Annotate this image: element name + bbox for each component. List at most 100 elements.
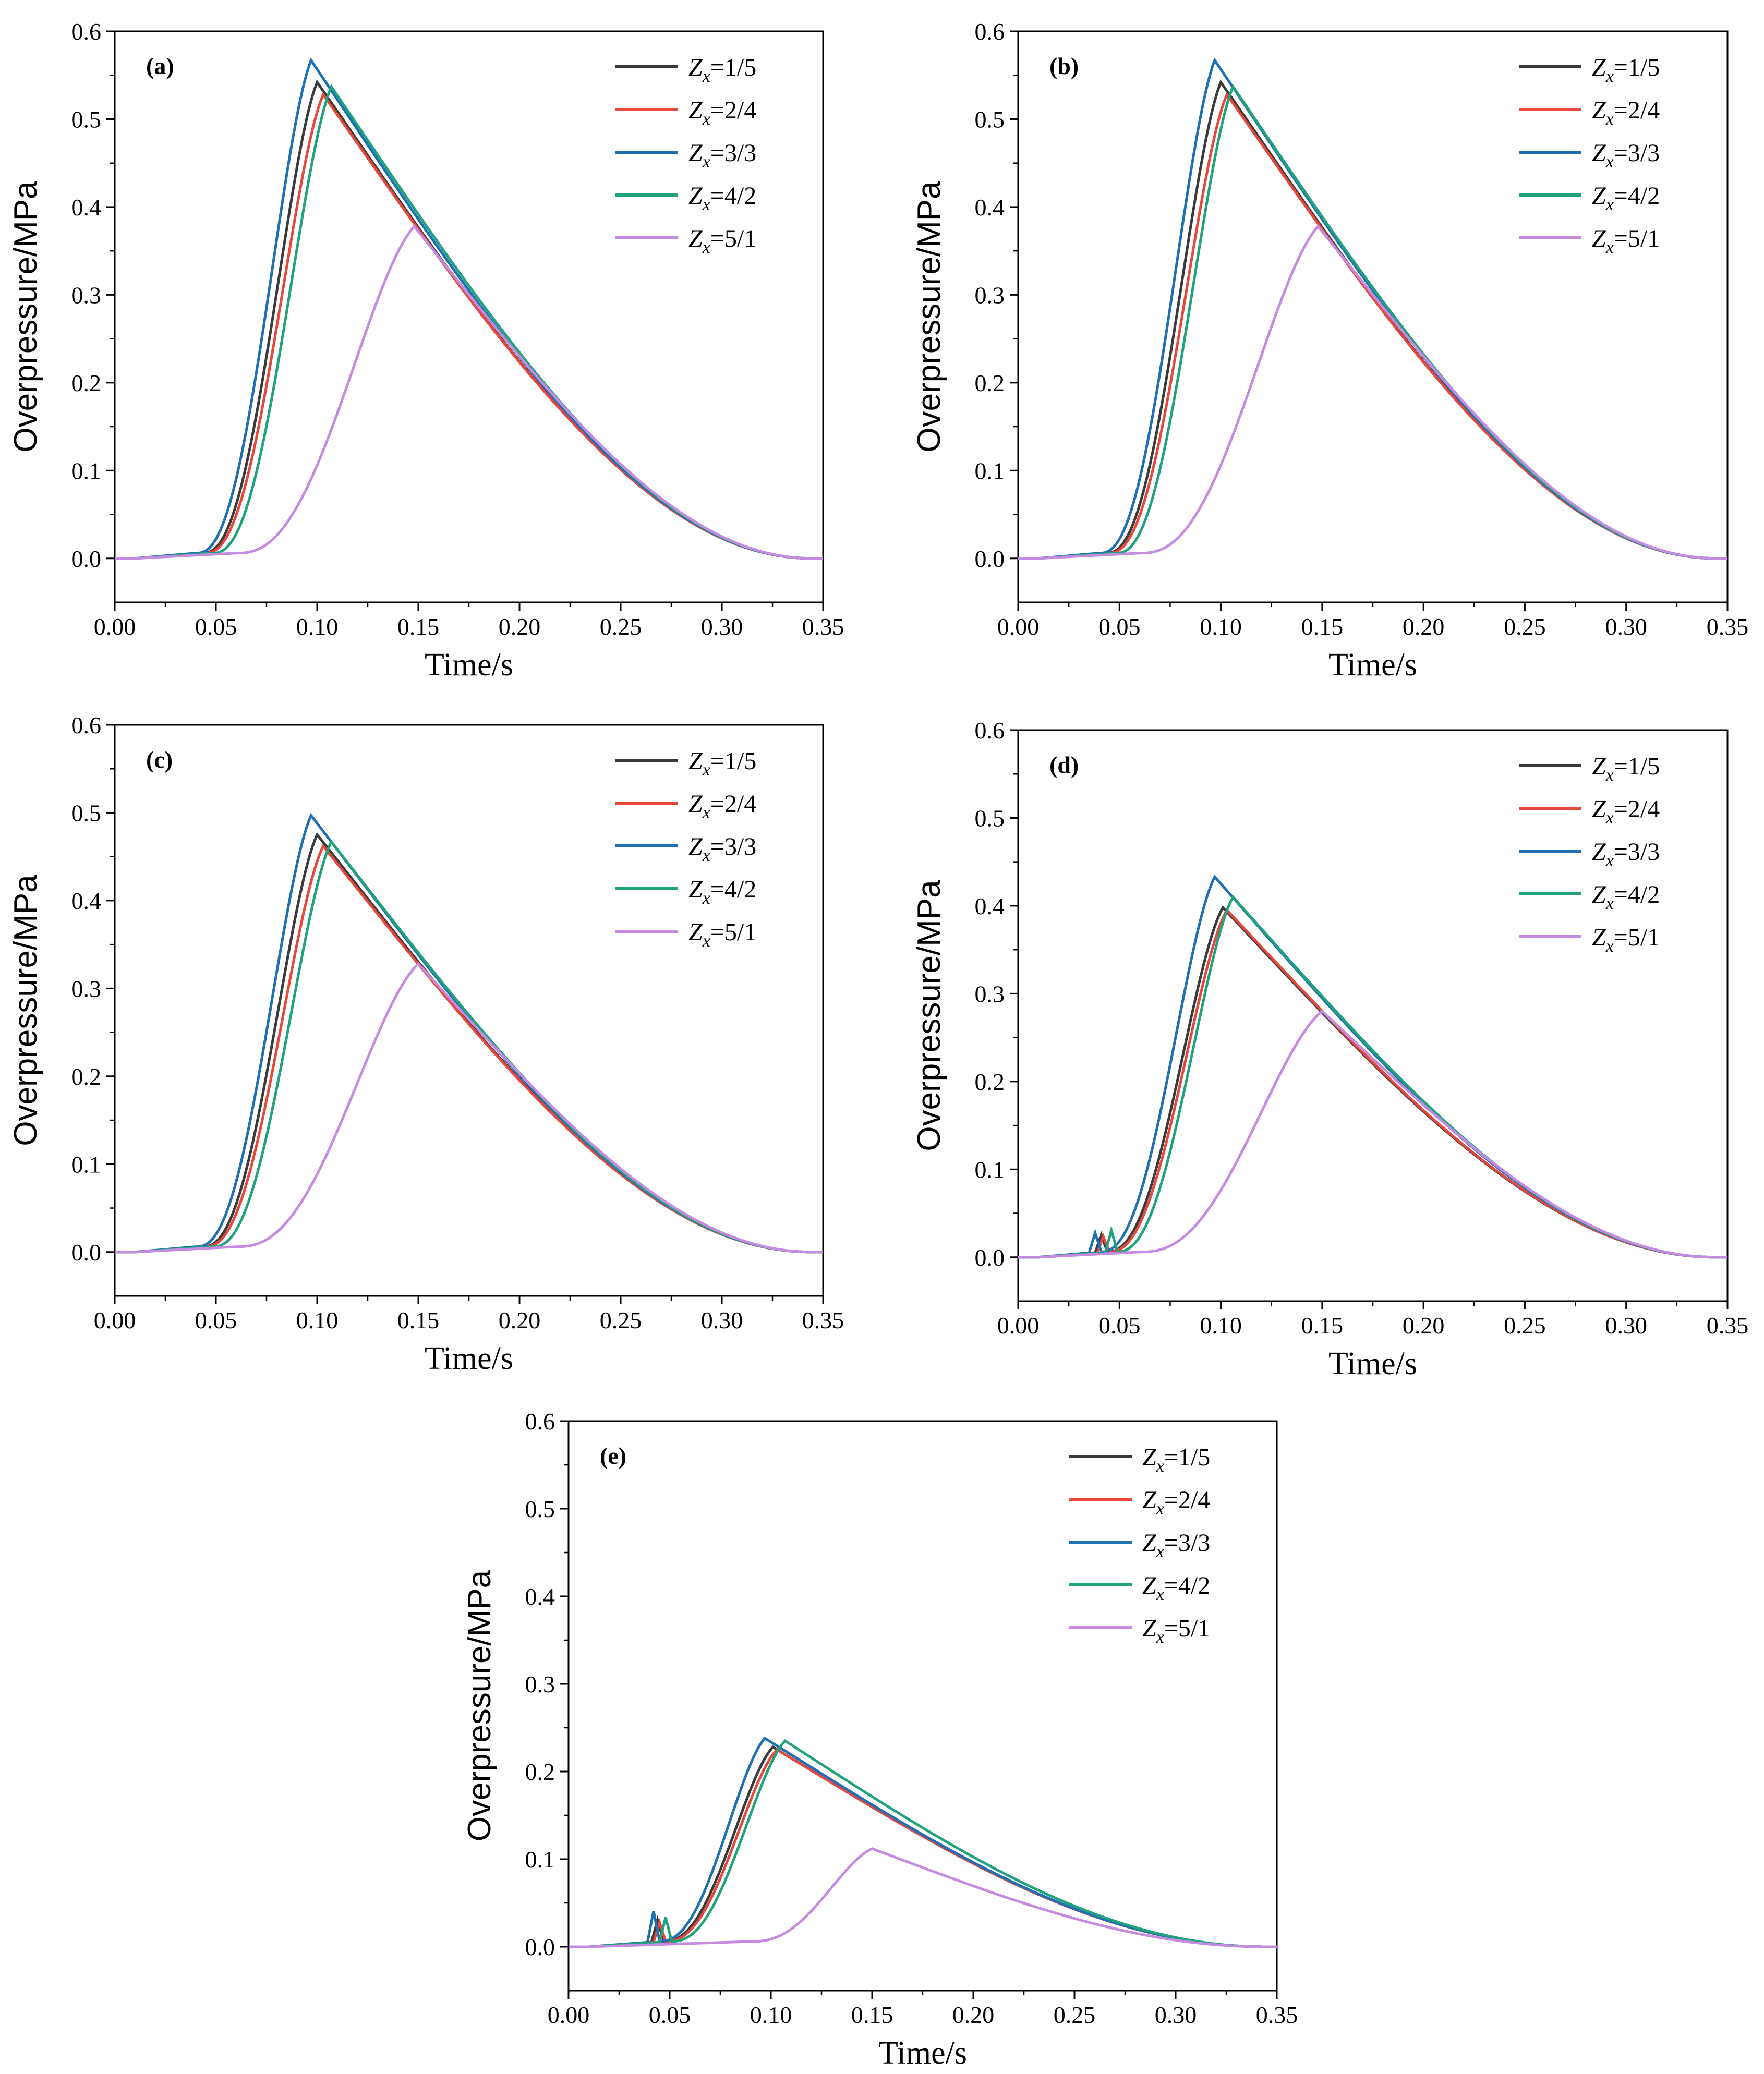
x-tick-label: 0.30 xyxy=(701,1307,743,1333)
x-tick-label: 0.10 xyxy=(750,2002,792,2028)
legend-label-main: Z xyxy=(688,747,703,775)
legend-label-value: =2/4 xyxy=(1614,795,1660,823)
legend-label-value: =1/5 xyxy=(710,54,756,81)
y-tick-label: 0.3 xyxy=(975,282,1005,308)
series-line-Zx=5-1 xyxy=(115,224,823,560)
legend-label-main: Z xyxy=(1592,225,1606,252)
legend-label-value: =5/1 xyxy=(1614,225,1660,252)
legend-label-value: =1/5 xyxy=(1164,1444,1210,1471)
legend-label-value: =4/2 xyxy=(1164,1572,1210,1599)
series-line-Zx=5-1 xyxy=(1018,1009,1727,1259)
y-tick-label: 0.6 xyxy=(71,18,102,45)
legend-label-main: Z xyxy=(1592,838,1606,866)
y-tick-label: 0.4 xyxy=(525,1583,555,1610)
legend-label-main: Z xyxy=(688,139,703,167)
series-line-Zx=4-2 xyxy=(569,1739,1277,1948)
legend-label: Zx=2/4 xyxy=(688,96,756,129)
y-axis-title: Overpressure/MPa xyxy=(8,875,44,1146)
legend-label: Zx=3/3 xyxy=(1592,838,1660,870)
legend-label-value: =1/5 xyxy=(1614,753,1660,780)
legend-label-main: Z xyxy=(1592,139,1606,167)
legend-label: Zx=1/5 xyxy=(1592,54,1660,86)
x-axis-title: Time/s xyxy=(425,1341,513,1376)
legend-label-value: =3/3 xyxy=(1164,1529,1210,1557)
legend-label: Zx=2/4 xyxy=(1142,1486,1210,1519)
chart-panel-b: 0.0 0.1 0.2 0.3 0.4 0.5 0.6 0.00 0.05 0.10 0.15 0.2… xyxy=(911,18,1748,683)
y-tick-label: 0.5 xyxy=(71,799,102,826)
legend-label-sub: x xyxy=(1156,1542,1164,1561)
legend-label: Zx=1/5 xyxy=(688,54,756,86)
panel-label: (b) xyxy=(1049,53,1079,79)
legend-label-value: =2/4 xyxy=(1164,1486,1210,1514)
panel-label: (c) xyxy=(146,746,173,773)
y-tick-label: 0.1 xyxy=(71,1151,102,1178)
x-tick-label: 0.15 xyxy=(851,2002,893,2028)
panel-label: (d) xyxy=(1049,751,1079,778)
legend-label-sub: x xyxy=(1605,851,1614,870)
y-tick-label: 0.1 xyxy=(525,1846,555,1873)
x-tick-label: 0.35 xyxy=(1707,613,1749,640)
x-tick-label: 0.00 xyxy=(997,1312,1040,1339)
legend-label-main: Z xyxy=(688,833,703,860)
y-tick-label: 0.4 xyxy=(975,194,1005,221)
chart-panel-d: 0.0 0.1 0.2 0.3 0.4 0.5 0.6 0.00 0.05 0.10 0.15 0.2… xyxy=(911,717,1748,1381)
legend-label-sub: x xyxy=(1605,67,1614,86)
legend-label: Zx=2/4 xyxy=(1592,795,1660,828)
chart-panel-a: 0.0 0.1 0.2 0.3 0.4 0.5 0.6 0.00 0.05 0.10 0.15 0.2… xyxy=(8,18,844,683)
y-tick-label: 0.3 xyxy=(525,1671,555,1697)
legend-label-main: Z xyxy=(688,96,703,124)
legend-label: Zx=5/1 xyxy=(688,918,756,951)
legend-label: Zx=1/5 xyxy=(1592,753,1660,785)
y-tick-label: 0.0 xyxy=(975,545,1005,572)
legend-label-main: Z xyxy=(1142,1572,1157,1599)
legend-label-value: =2/4 xyxy=(710,790,756,818)
x-tick-label: 0.05 xyxy=(649,2002,691,2028)
x-tick-label: 0.30 xyxy=(1605,613,1647,640)
x-tick-label: 0.35 xyxy=(802,1307,844,1333)
legend-label-value: =5/1 xyxy=(1614,924,1660,951)
x-tick-label: 0.15 xyxy=(397,613,440,640)
y-tick-label: 0.0 xyxy=(525,1934,555,1960)
legend-label: Zx=4/2 xyxy=(1142,1572,1210,1604)
legend-label-main: Z xyxy=(1592,753,1606,780)
legend-label-sub: x xyxy=(1605,937,1614,956)
y-tick-label: 0.2 xyxy=(71,370,102,396)
y-tick-label: 0.3 xyxy=(975,980,1005,1007)
x-tick-label: 0.15 xyxy=(1301,1312,1344,1339)
legend-label: Zx=3/3 xyxy=(1592,139,1660,172)
legend-label-sub: x xyxy=(1605,238,1614,257)
x-tick-label: 0.05 xyxy=(1098,613,1141,640)
chart-panel-e: 0.0 0.1 0.2 0.3 0.4 0.5 0.6 0.00 0.05 0.10 0.15 0.2… xyxy=(462,1408,1298,2071)
legend-label-sub: x xyxy=(1156,1499,1164,1519)
legend-label-sub: x xyxy=(1605,808,1614,828)
legend-label-sub: x xyxy=(702,803,710,822)
legend-label-main: Z xyxy=(1592,924,1606,951)
x-tick-label: 0.10 xyxy=(1200,1312,1242,1339)
x-tick-label: 0.20 xyxy=(1403,1312,1445,1339)
legend-label-sub: x xyxy=(702,67,710,86)
legend-label: Zx=2/4 xyxy=(688,790,756,822)
x-tick-label: 0.10 xyxy=(296,1307,339,1333)
y-tick-label: 0.6 xyxy=(525,1408,555,1435)
x-tick-label: 0.25 xyxy=(1504,1312,1546,1339)
legend-label: Zx=5/1 xyxy=(1142,1615,1210,1647)
y-tick-label: 0.6 xyxy=(975,717,1005,744)
series-line-Zx=5-1 xyxy=(1018,224,1727,560)
panel-label: (a) xyxy=(146,53,174,79)
y-tick-label: 0.1 xyxy=(975,457,1005,484)
y-tick-label: 0.0 xyxy=(975,1244,1005,1271)
legend-label-value: =5/1 xyxy=(710,225,756,252)
chart-panel-c: 0.0 0.1 0.2 0.3 0.4 0.5 0.6 0.00 0.05 0.10 0.15 0.2… xyxy=(8,712,844,1376)
y-tick-label: 0.5 xyxy=(975,106,1005,132)
legend-label: Zx=4/2 xyxy=(688,876,756,908)
legend-label-main: Z xyxy=(1592,795,1606,823)
x-tick-label: 0.00 xyxy=(94,1307,136,1333)
legend-label-value: =2/4 xyxy=(1614,96,1660,124)
series-line-Zx=5-1 xyxy=(115,962,823,1254)
y-tick-label: 0.6 xyxy=(71,712,102,738)
y-tick-label: 0.4 xyxy=(71,194,102,221)
legend-label-sub: x xyxy=(702,889,710,908)
y-axis-title: Overpressure/MPa xyxy=(8,181,44,453)
legend-label: Zx=5/1 xyxy=(1592,924,1660,956)
legend-label-main: Z xyxy=(1592,54,1606,81)
